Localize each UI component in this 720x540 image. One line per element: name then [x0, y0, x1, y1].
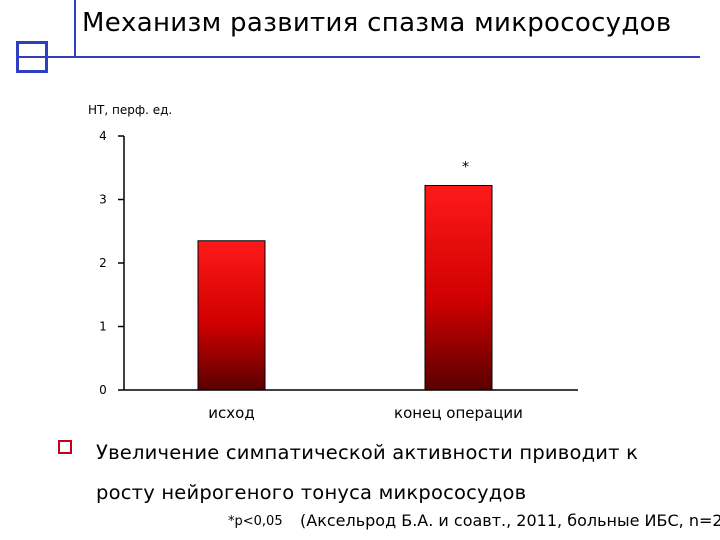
bar [197, 240, 266, 391]
significance-star-label: * [462, 160, 469, 176]
bullet-text: Увеличение симпатической активности прив… [96, 441, 639, 504]
y-tick-label: 4 [99, 129, 107, 143]
decorative-horizontal-line [16, 56, 700, 58]
x-category-label: исход [208, 404, 254, 422]
decorative-vertical-line [74, 0, 76, 58]
y-tick-label: 0 [99, 383, 107, 397]
y-tick-label: 3 [99, 193, 107, 207]
y-tick-label: 2 [99, 256, 107, 270]
citation-text: (Аксельрод Б.А. и соавт., 2011, больные … [300, 511, 720, 530]
slide-title: Механизм развития спазма микрососудов [82, 8, 672, 38]
significance-footnote: *p<0,05 [228, 514, 283, 529]
y-axis-label: НТ, перф. ед. [88, 103, 173, 117]
x-category-label: конец операции [394, 404, 523, 422]
bar [424, 185, 493, 391]
bullet-square-icon [58, 440, 72, 454]
y-tick-label: 1 [99, 320, 107, 334]
